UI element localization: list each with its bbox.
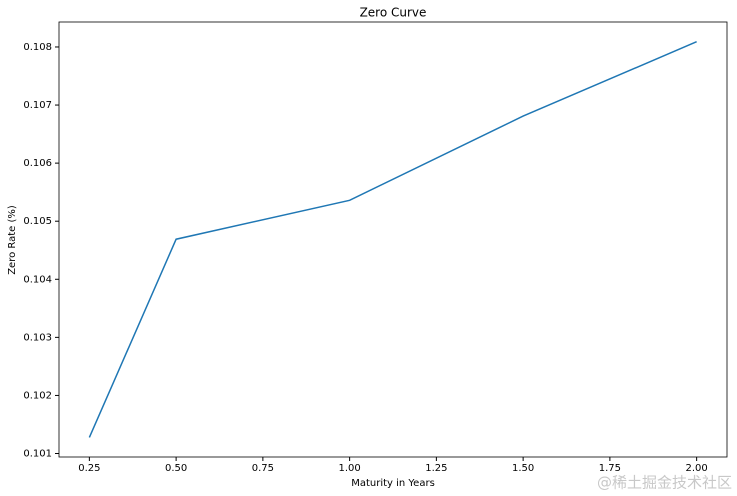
y-tick-label: 0.104 bbox=[23, 274, 52, 285]
y-tick-label: 0.105 bbox=[23, 216, 52, 227]
x-tick-label: 1.25 bbox=[425, 463, 447, 474]
line-series bbox=[88, 41, 697, 438]
y-tick-label: 0.106 bbox=[23, 158, 52, 169]
y-tick-label: 0.102 bbox=[23, 390, 52, 401]
y-axis-label: Zero Rate (%) bbox=[7, 205, 18, 275]
watermark: @稀土掘金技术社区 bbox=[597, 474, 732, 492]
x-tick-label: 0.75 bbox=[252, 463, 274, 474]
x-axis-label: Maturity in Years bbox=[351, 478, 435, 489]
x-tick-label: 0.50 bbox=[165, 463, 187, 474]
y-tick-label: 0.101 bbox=[23, 449, 52, 460]
y-tick-label: 0.103 bbox=[23, 332, 52, 343]
plot-frame bbox=[58, 21, 728, 458]
x-tick-label: 2.00 bbox=[686, 463, 708, 474]
x-tick-label: 0.25 bbox=[78, 463, 100, 474]
x-tick-label: 1.75 bbox=[599, 463, 621, 474]
y-tick-label: 0.107 bbox=[23, 100, 52, 111]
y-tick-label: 0.108 bbox=[23, 42, 52, 53]
x-tick-label: 1.00 bbox=[338, 463, 360, 474]
x-tick-label: 1.50 bbox=[512, 463, 534, 474]
chart-title: Zero Curve bbox=[360, 6, 427, 20]
